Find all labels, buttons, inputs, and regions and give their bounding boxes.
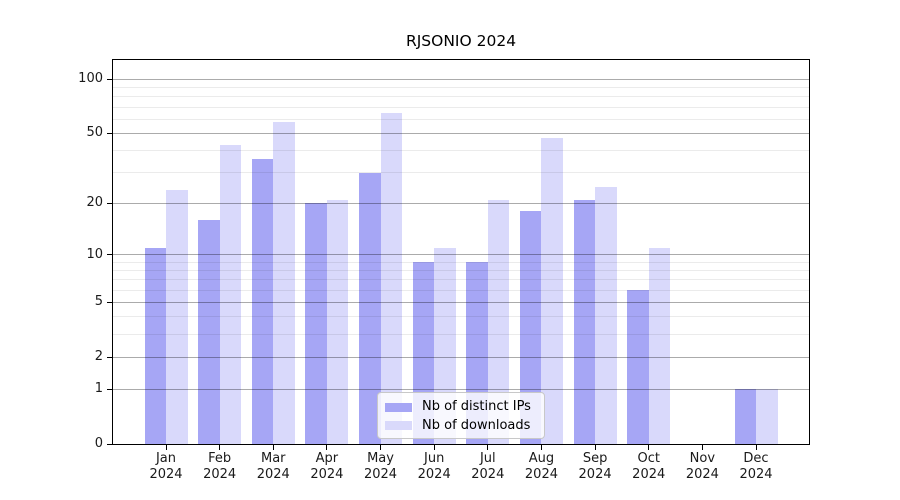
- gridline-y-5: [113, 301, 809, 303]
- bar-may-ips: [359, 172, 381, 444]
- y-tick-label-20: 20: [86, 195, 103, 211]
- y-tick-2: [107, 356, 112, 358]
- x-tick-label-apr: Apr 2024: [310, 451, 344, 482]
- legend-label-downloads: Nb of downloads: [422, 417, 531, 433]
- x-tick-jan: [165, 445, 167, 450]
- x-tick-label-feb: Feb 2024: [203, 451, 237, 482]
- gridline-y-40: [113, 150, 809, 152]
- bar-sep-downloads: [595, 186, 617, 444]
- y-tick-label-5: 5: [94, 294, 103, 310]
- gridline-y-100: [113, 78, 809, 80]
- bar-feb-ips: [198, 220, 220, 444]
- bar-may-downloads: [380, 112, 403, 444]
- chart-title: RJSONIO 2024: [405, 32, 517, 50]
- y-tick-label-2: 2: [94, 349, 103, 365]
- legend-label-distinct-ips: Nb of distinct IPs: [422, 399, 531, 415]
- y-tick-0: [107, 443, 112, 445]
- legend-swatch-distinct-ips-icon: [385, 402, 412, 412]
- gridline-y-10: [113, 254, 809, 256]
- bar-jul-downloads: [487, 199, 510, 444]
- gridline-y-1: [113, 388, 809, 390]
- bar-mar-downloads: [273, 121, 295, 444]
- x-tick-aug: [540, 445, 542, 450]
- x-tick-label-nov: Nov 2024: [685, 451, 719, 482]
- gridline-y-80: [113, 96, 809, 98]
- x-tick-feb: [219, 445, 221, 450]
- bar-jan-ips: [144, 247, 166, 444]
- gridline-y-8: [113, 269, 809, 271]
- y-tick-1: [107, 388, 112, 390]
- x-tick-label-jan: Jan 2024: [149, 451, 183, 482]
- gridline-y-50: [113, 132, 809, 134]
- legend-item-downloads: Nb of downloads: [385, 417, 537, 436]
- x-tick-oct: [648, 445, 650, 450]
- legend-swatch-downloads-icon: [385, 421, 412, 431]
- x-tick-label-sep: Sep 2024: [578, 451, 612, 482]
- x-tick-apr: [326, 445, 328, 450]
- x-tick-jul: [487, 445, 489, 450]
- x-tick-dec: [755, 445, 757, 450]
- x-tick-label-mar: Mar 2024: [256, 451, 290, 482]
- gridline-y-70: [113, 106, 809, 108]
- y-tick-label-10: 10: [86, 246, 103, 262]
- y-tick-5: [107, 301, 112, 303]
- gridline-y-4: [113, 316, 809, 318]
- gridline-y-90: [113, 87, 809, 89]
- bar-apr-ips: [305, 203, 327, 444]
- gridline-y-2: [113, 356, 809, 358]
- x-tick-mar: [272, 445, 274, 450]
- bar-oct-downloads: [648, 247, 671, 444]
- x-tick-label-jul: Jul 2024: [471, 451, 505, 482]
- y-tick-50: [107, 132, 112, 134]
- legend: Nb of distinct IPs Nb of downloads: [377, 392, 545, 439]
- legend-item-distinct-ips: Nb of distinct IPs: [385, 398, 537, 417]
- x-tick-jun: [433, 445, 435, 450]
- bar-dec-downloads: [756, 389, 778, 444]
- bar-feb-downloads: [219, 144, 242, 444]
- gridlines-layer: [113, 60, 809, 444]
- gridline-y-3: [113, 333, 809, 335]
- x-tick-sep: [594, 445, 596, 450]
- gridline-y-60: [113, 118, 809, 120]
- y-tick-label-1: 1: [94, 381, 103, 397]
- y-tick-100: [107, 78, 112, 80]
- y-tick-20: [107, 202, 112, 204]
- gridline-y-7: [113, 279, 809, 281]
- y-tick-10: [107, 254, 112, 256]
- plot-area: Nb of distinct IPs Nb of downloads: [112, 59, 810, 445]
- gridline-y-9: [113, 261, 809, 263]
- x-tick-label-jun: Jun 2024: [417, 451, 451, 482]
- bar-jan-downloads: [166, 189, 188, 444]
- bar-oct-ips: [627, 290, 649, 444]
- y-tick-label-50: 50: [86, 125, 103, 141]
- gridline-y-6: [113, 289, 809, 291]
- x-tick-may: [380, 445, 382, 450]
- bar-aug-downloads: [541, 138, 563, 444]
- x-tick-label-dec: Dec 2024: [739, 451, 773, 482]
- x-tick-label-may: May 2024: [363, 451, 398, 482]
- gridline-y-30: [113, 172, 809, 174]
- bar-apr-downloads: [326, 199, 349, 444]
- x-tick-nov: [701, 445, 703, 450]
- gridline-y-20: [113, 202, 809, 204]
- y-tick-label-100: 100: [78, 71, 103, 87]
- bar-sep-ips: [573, 199, 596, 444]
- y-tick-label-0: 0: [94, 436, 103, 451]
- bar-aug-ips: [519, 211, 542, 444]
- bar-dec-ips: [734, 389, 756, 444]
- x-tick-label-aug: Aug 2024: [524, 451, 558, 482]
- bar-mar-ips: [251, 158, 274, 444]
- x-tick-label-oct: Oct 2024: [632, 451, 666, 482]
